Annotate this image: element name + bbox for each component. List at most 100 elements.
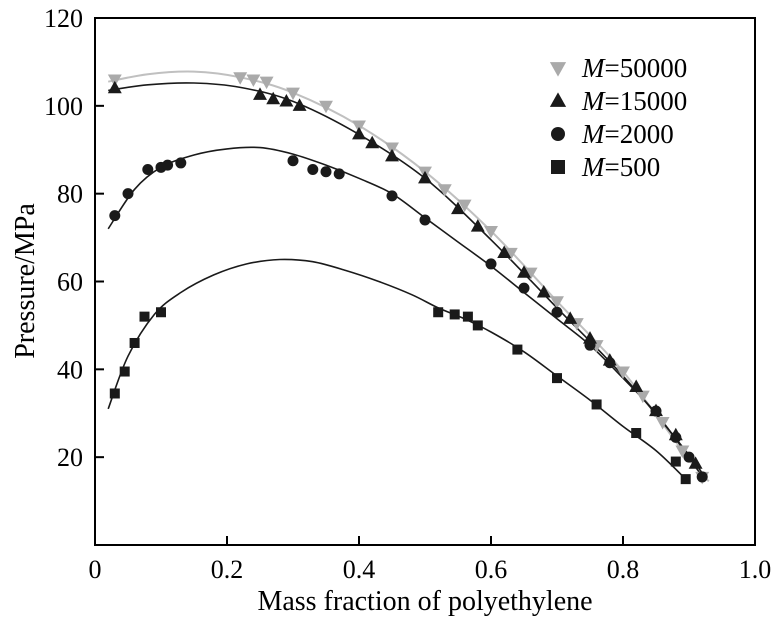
y-tick-label: 80 [57, 180, 83, 209]
x-tick-label: 0.4 [343, 555, 376, 584]
y-tick-label: 100 [44, 92, 83, 121]
triangle-down-marker [437, 184, 452, 197]
circle-marker [683, 451, 695, 463]
y-tick-label: 120 [44, 4, 83, 33]
x-tick-label: 0 [89, 555, 102, 584]
triangle-up-marker [385, 148, 399, 162]
circle-marker [650, 405, 662, 417]
triangle-up-marker [365, 135, 380, 149]
circle-marker [175, 157, 187, 169]
square-marker [129, 337, 140, 348]
y-tick-label: 60 [57, 268, 83, 297]
triangle-down-marker [259, 76, 274, 90]
y-tick-label: 20 [57, 443, 83, 472]
triangle-up-marker [352, 126, 366, 140]
circle-marker [142, 164, 154, 176]
triangle-up-marker [266, 91, 281, 105]
triangle-up-marker [470, 219, 485, 232]
circle-marker [287, 155, 299, 167]
legend-item-m50000: M=50000 [549, 53, 687, 83]
triangle-up-marker [549, 92, 567, 107]
circle-marker [696, 471, 708, 483]
square-marker [551, 160, 565, 174]
square-marker [670, 456, 681, 467]
circle-marker [386, 190, 398, 202]
x-tick-label: 1.0 [739, 555, 772, 584]
y-axis-label: Pressure/MPa [10, 203, 41, 359]
triangle-down-marker [246, 74, 261, 87]
circle-marker [551, 127, 565, 141]
circle-marker [162, 159, 174, 171]
square-marker [433, 307, 444, 318]
triangle-down-marker [655, 416, 670, 430]
circle-marker [333, 168, 345, 180]
square-marker [512, 344, 523, 355]
triangle-up-marker [279, 94, 294, 107]
triangle-down-marker [319, 100, 333, 114]
triangle-down-marker [523, 267, 538, 281]
square-marker [462, 311, 473, 322]
circle-marker [551, 306, 563, 318]
triangle-down-marker [385, 142, 399, 155]
legend-label: M=500 [581, 152, 660, 182]
square-marker [156, 307, 166, 318]
triangle-up-marker [292, 98, 307, 111]
triangle-down-marker [635, 390, 650, 404]
circle-marker [109, 210, 121, 222]
legend-label: M=50000 [581, 53, 687, 83]
circle-marker [122, 188, 134, 200]
triangle-down-marker [549, 62, 567, 77]
circle-marker [584, 339, 596, 351]
x-tick-label: 0.6 [475, 555, 508, 584]
legend-label: M=15000 [581, 86, 687, 116]
triangle-up-marker [688, 456, 703, 469]
square-marker [119, 366, 130, 377]
circle-marker [307, 164, 319, 176]
circle-marker [419, 214, 431, 226]
square-marker [109, 388, 120, 399]
triangle-down-marker [457, 199, 472, 213]
triangle-up-marker [583, 331, 597, 344]
square-marker [552, 373, 562, 384]
triangle-down-marker [484, 225, 498, 239]
plot-box [94, 17, 756, 546]
square-marker [139, 311, 150, 322]
square-marker [680, 474, 691, 485]
circle-marker [670, 431, 682, 443]
square-marker [472, 320, 483, 331]
triangle-down-marker [550, 296, 564, 309]
triangle-down-marker [352, 120, 366, 134]
series-line-m2000 [107, 146, 703, 478]
x-tick-label: 0.2 [211, 555, 244, 584]
legend-item-m15000: M=15000 [549, 86, 687, 116]
triangle-up-marker [536, 285, 551, 298]
circle-marker [320, 166, 332, 178]
triangle-up-marker [563, 311, 578, 324]
triangle-down-marker [503, 247, 518, 261]
triangle-up-marker [107, 80, 122, 94]
triangle-up-marker [253, 87, 267, 100]
triangle-down-marker [107, 74, 122, 87]
triangle-up-marker [629, 379, 644, 392]
y-tick-label: 40 [57, 355, 83, 384]
triangle-up-marker [497, 245, 512, 258]
square-marker [449, 309, 460, 320]
circle-marker [518, 282, 530, 294]
square-marker [591, 399, 602, 410]
square-marker [631, 428, 642, 439]
triangle-up-marker [517, 265, 531, 278]
triangle-up-marker [451, 201, 465, 215]
series-line-m500 [107, 258, 687, 480]
triangle-down-marker [616, 366, 630, 379]
triangle-down-marker [286, 87, 300, 101]
circle-marker [485, 258, 497, 270]
x-tick-label: 0.8 [607, 555, 640, 584]
circle-marker [604, 357, 616, 369]
legend-label: M=2000 [581, 119, 674, 149]
x-axis-label: Mass fraction of polyethylene [257, 586, 593, 617]
triangle-down-marker [675, 445, 690, 459]
triangle-down-marker [233, 72, 248, 85]
triangle-up-marker [418, 170, 432, 184]
